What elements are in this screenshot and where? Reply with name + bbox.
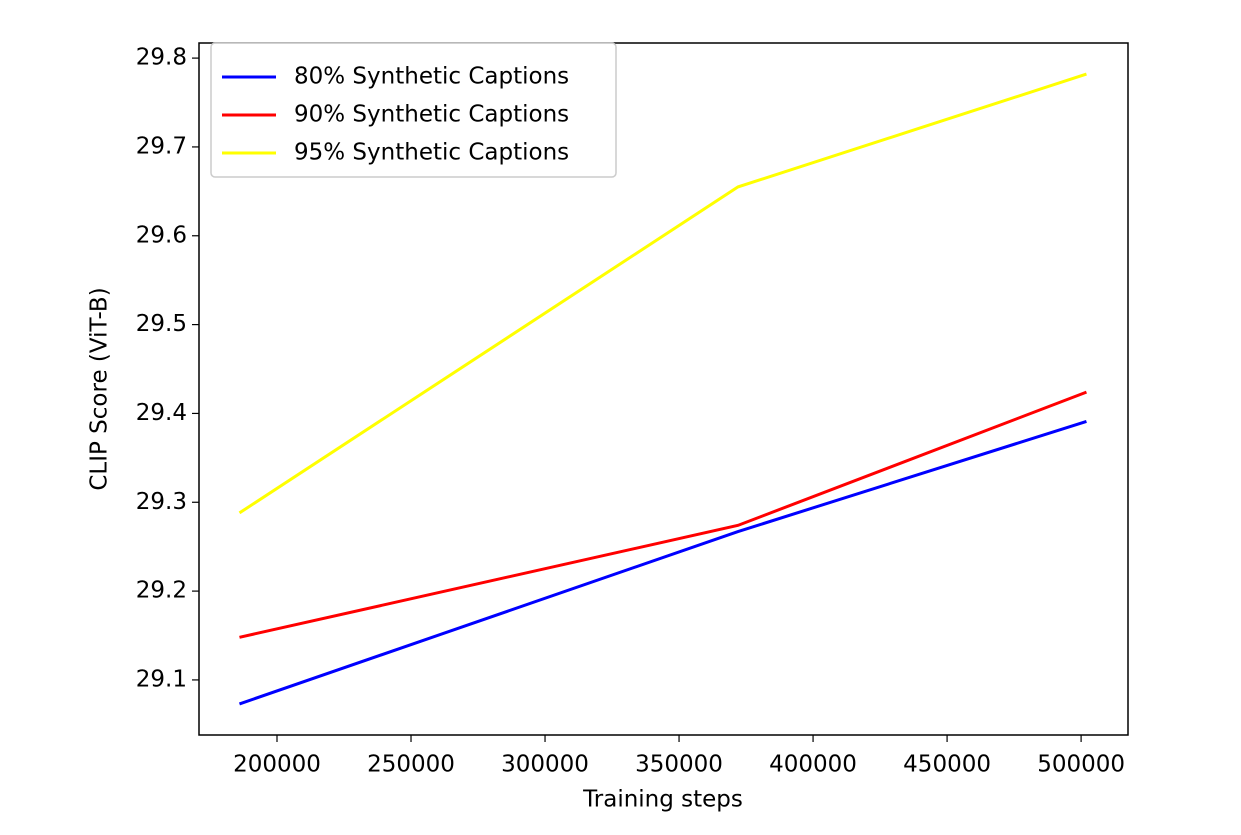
x-tick-label: 450000 <box>903 752 991 778</box>
y-tick-label: 29.1 <box>136 666 187 692</box>
x-tick-label: 500000 <box>1037 752 1125 778</box>
x-tick-label: 200000 <box>233 752 321 778</box>
y-tick-label: 29.7 <box>136 133 187 159</box>
series-line <box>238 72 1087 515</box>
legend-label: 95% Synthetic Captions <box>294 140 569 166</box>
legend-label: 80% Synthetic Captions <box>294 64 569 90</box>
series-line <box>238 419 1087 706</box>
x-axis-label: Training steps <box>582 787 743 813</box>
y-tick-label: 29.2 <box>136 578 187 604</box>
x-tick-label: 400000 <box>769 752 857 778</box>
x-tick-label: 350000 <box>635 752 723 778</box>
plot-frame <box>198 42 1129 736</box>
x-tick-label: 300000 <box>501 752 589 778</box>
y-tick-label: 29.6 <box>136 222 187 248</box>
y-tick-label: 29.8 <box>136 45 187 71</box>
y-axis-label: CLIP Score (ViT-B) <box>87 287 113 490</box>
y-tick-label: 29.5 <box>136 311 187 337</box>
x-tick-label: 250000 <box>367 752 455 778</box>
legend-box <box>210 42 617 178</box>
series-line <box>239 390 1087 639</box>
legend-label: 90% Synthetic Captions <box>294 102 569 128</box>
y-tick-label: 29.3 <box>136 489 187 515</box>
y-tick-label: 29.4 <box>136 400 187 426</box>
